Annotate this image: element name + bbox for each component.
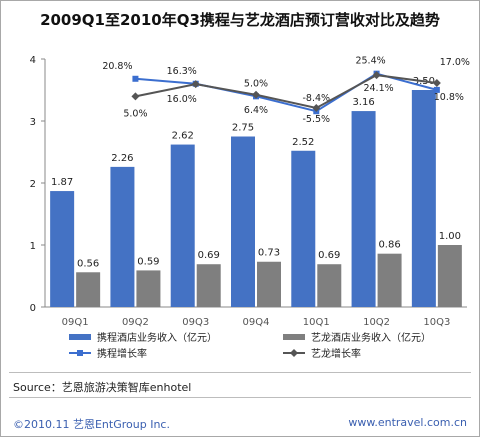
line-value-label: 17.0% — [440, 57, 470, 68]
line-value-label: 20.8% — [102, 61, 132, 72]
x-tick-label: 10Q2 — [363, 317, 390, 328]
bar-value-label: 1.00 — [439, 231, 461, 242]
bar-value-label: 0.56 — [77, 258, 99, 269]
line-marker — [252, 90, 260, 99]
bar-value-label: 1.87 — [51, 177, 73, 188]
legend-label: 艺龙增长率 — [311, 347, 361, 360]
bar — [196, 264, 221, 307]
x-tick-label: 09Q1 — [62, 317, 89, 328]
bar-value-label: 2.75 — [232, 123, 254, 134]
x-tick-label: 09Q4 — [243, 317, 270, 328]
line-value-label: 16.3% — [167, 66, 197, 77]
x-tick-label: 10Q1 — [303, 317, 330, 328]
bar — [317, 264, 342, 307]
line-marker — [312, 104, 321, 112]
bar — [411, 90, 436, 307]
bar — [291, 150, 316, 307]
bar — [377, 253, 402, 307]
growth-line — [135, 74, 437, 110]
x-tick-label: 09Q2 — [122, 317, 149, 328]
line-value-label: 25.4% — [355, 56, 385, 67]
line-value-label: 10.8% — [434, 92, 464, 103]
line-marker — [131, 92, 140, 101]
legend-label: 艺龙酒店业务收入（亿元） — [311, 331, 431, 344]
chart-title: 2009Q1至2010年Q3携程与艺龙酒店预订营收对比及趋势 — [40, 11, 440, 29]
x-tick-label: 10Q3 — [423, 317, 450, 328]
line-value-label: 5.0% — [244, 78, 268, 89]
bar — [437, 245, 462, 307]
line-value-label: 6.4% — [244, 105, 268, 116]
line-value-label: -5.5% — [302, 114, 330, 125]
legend-swatch — [283, 334, 305, 340]
y-tick-label: 3 — [30, 117, 36, 128]
bar — [50, 191, 75, 307]
bar — [257, 261, 281, 307]
line-marker — [372, 71, 381, 80]
footer-divider — [9, 397, 471, 398]
legend-swatch — [69, 334, 91, 340]
bar-value-label: 0.69 — [318, 250, 340, 261]
bar — [170, 144, 195, 307]
footer-copyright: ©2010.11 艺恩EntGroup Inc. — [13, 418, 170, 431]
y-tick-label: 2 — [30, 179, 36, 190]
bar-value-label: 2.62 — [172, 131, 194, 142]
bar — [351, 111, 376, 307]
bar-value-label: 2.26 — [111, 153, 133, 164]
y-tick-label: 1 — [30, 241, 36, 252]
bar-value-label: 2.52 — [292, 137, 314, 148]
y-tick-label: 4 — [30, 55, 36, 66]
source-divider — [9, 372, 471, 373]
legend-marker — [77, 350, 83, 356]
footer-website[interactable]: www.entravel.com.cn — [348, 416, 467, 429]
source-note: Source：艺恩旅游决策智库enhotel — [13, 381, 192, 394]
line-value-label: 5.0% — [123, 108, 147, 119]
bar — [110, 166, 135, 307]
bar — [136, 270, 161, 307]
bar-value-label: 3.16 — [352, 97, 374, 108]
line-value-label: -8.4% — [302, 93, 330, 104]
bar — [231, 136, 255, 307]
bar-value-label: 0.69 — [198, 250, 220, 261]
x-tick-label: 09Q3 — [182, 317, 209, 328]
line-marker — [191, 80, 200, 89]
bar-value-label: 0.86 — [378, 240, 400, 251]
line-value-label: 24.1% — [363, 83, 393, 94]
line-marker — [132, 75, 139, 82]
y-tick-label: 0 — [30, 303, 36, 314]
bar-value-label: 0.73 — [258, 248, 280, 259]
line-marker — [432, 79, 441, 87]
bar — [76, 272, 101, 307]
bar-value-label: 0.59 — [137, 256, 159, 267]
legend-marker — [290, 349, 298, 357]
line-value-label: 16.0% — [167, 94, 197, 105]
legend-label: 携程酒店业务收入（亿元） — [97, 331, 217, 344]
line-marker — [433, 86, 440, 93]
legend-label: 携程增长率 — [97, 347, 147, 360]
